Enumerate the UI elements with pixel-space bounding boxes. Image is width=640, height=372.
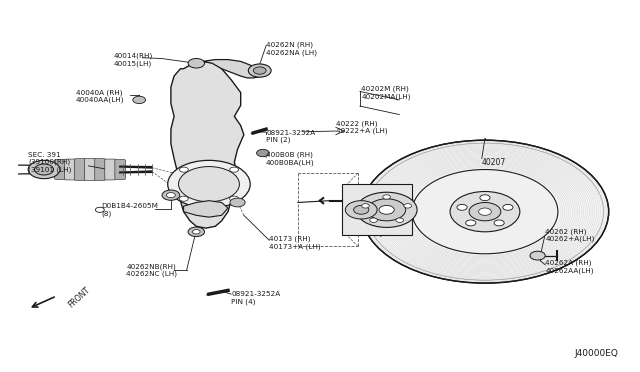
Circle shape	[346, 201, 377, 219]
Circle shape	[179, 196, 188, 201]
Polygon shape	[184, 201, 228, 217]
Text: 40262 (RH)
40262+A(LH): 40262 (RH) 40262+A(LH)	[545, 228, 595, 243]
Circle shape	[361, 140, 609, 283]
FancyBboxPatch shape	[115, 160, 125, 179]
Circle shape	[494, 220, 504, 226]
Text: J40000EQ: J40000EQ	[574, 349, 618, 358]
Circle shape	[230, 196, 239, 201]
Circle shape	[257, 149, 269, 157]
Circle shape	[253, 67, 266, 74]
Circle shape	[168, 160, 250, 208]
Circle shape	[379, 205, 394, 214]
Text: 40207: 40207	[482, 158, 506, 167]
Circle shape	[133, 96, 145, 103]
Circle shape	[479, 208, 492, 215]
Text: 40222 (RH)
40222+A (LH): 40222 (RH) 40222+A (LH)	[336, 121, 387, 134]
Circle shape	[230, 198, 245, 207]
Circle shape	[530, 251, 545, 260]
Text: 40040A (RH)
40040AA(LH): 40040A (RH) 40040AA(LH)	[76, 89, 124, 103]
Circle shape	[412, 170, 558, 254]
FancyBboxPatch shape	[84, 158, 95, 180]
Circle shape	[480, 195, 490, 201]
FancyBboxPatch shape	[105, 159, 115, 180]
Circle shape	[367, 199, 406, 221]
Text: 40173 (RH)
40173+A (LH): 40173 (RH) 40173+A (LH)	[269, 236, 321, 250]
FancyBboxPatch shape	[95, 159, 106, 180]
Circle shape	[396, 218, 403, 222]
Circle shape	[28, 160, 60, 179]
Circle shape	[230, 167, 239, 172]
Circle shape	[188, 227, 205, 237]
Circle shape	[179, 167, 188, 172]
Text: 08921-3252A
PIN (2): 08921-3252A PIN (2)	[266, 130, 316, 143]
Circle shape	[188, 58, 205, 68]
Text: FRONT: FRONT	[66, 286, 92, 310]
Circle shape	[179, 167, 239, 202]
Text: SEC. 391
(39100(RH)
(39101 (LH): SEC. 391 (39100(RH) (39101 (LH)	[28, 152, 72, 173]
Text: 08921-3252A
PIN (4): 08921-3252A PIN (4)	[231, 291, 280, 305]
Circle shape	[383, 195, 390, 199]
Polygon shape	[171, 61, 244, 228]
Circle shape	[162, 190, 180, 200]
Circle shape	[466, 220, 476, 226]
Circle shape	[193, 230, 200, 234]
Circle shape	[356, 192, 417, 227]
Circle shape	[248, 64, 271, 77]
Circle shape	[35, 164, 54, 175]
Polygon shape	[203, 60, 263, 78]
Circle shape	[404, 203, 412, 208]
Circle shape	[166, 193, 175, 198]
Text: 40202M (RH)
40202MA(LH): 40202M (RH) 40202MA(LH)	[361, 86, 411, 100]
Text: 400B0B (RH)
400B0BA(LH): 400B0B (RH) 400B0BA(LH)	[266, 151, 315, 166]
Text: 40262N (RH)
40262NA (LH): 40262N (RH) 40262NA (LH)	[266, 42, 317, 55]
Circle shape	[450, 192, 520, 232]
Circle shape	[370, 218, 378, 222]
Circle shape	[503, 205, 513, 210]
Text: D0B1B4-2605M
(8): D0B1B4-2605M (8)	[101, 203, 158, 217]
Circle shape	[457, 205, 467, 210]
Text: 40014(RH)
40015(LH): 40014(RH) 40015(LH)	[114, 52, 153, 67]
FancyBboxPatch shape	[342, 184, 412, 235]
Text: 40262A (RH)
40262AA(LH): 40262A (RH) 40262AA(LH)	[545, 260, 594, 274]
FancyBboxPatch shape	[75, 159, 85, 180]
Circle shape	[354, 205, 369, 214]
Circle shape	[469, 202, 501, 221]
Circle shape	[362, 203, 369, 208]
FancyBboxPatch shape	[54, 160, 65, 179]
FancyBboxPatch shape	[65, 159, 76, 180]
Text: 40262NB(RH)
40262NC (LH): 40262NB(RH) 40262NC (LH)	[127, 263, 177, 277]
